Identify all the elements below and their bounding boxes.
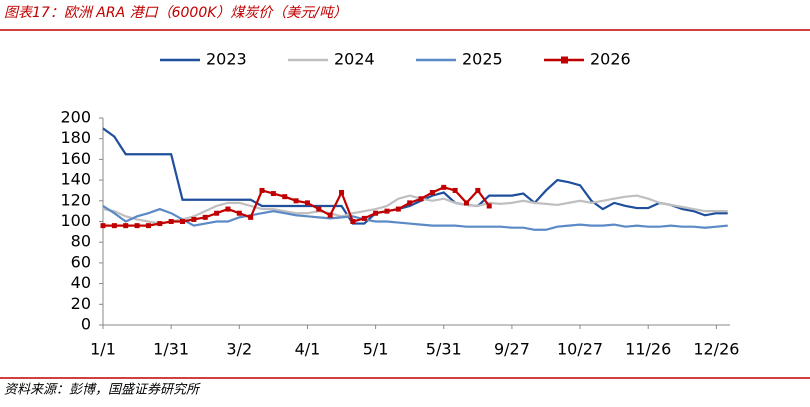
y-tick-label: 60 — [71, 252, 91, 271]
y-tick-label: 100 — [60, 211, 91, 230]
series-marker — [259, 187, 265, 193]
y-tick-label: 160 — [60, 149, 91, 168]
series-marker — [429, 190, 435, 196]
x-tick-label: 10/27 — [557, 340, 603, 359]
series-marker — [452, 187, 458, 193]
x-tick-label: 5/31 — [426, 340, 462, 359]
series-marker — [123, 223, 129, 229]
source: 资料来源：彭博，国盛证券研究所 — [4, 382, 201, 398]
y-tick-label: 140 — [60, 170, 91, 189]
x-tick-label: 11/26 — [625, 340, 671, 359]
series-marker — [248, 214, 254, 220]
series-marker — [282, 194, 288, 200]
series-marker — [407, 200, 413, 206]
y-tick-label: 40 — [71, 273, 91, 292]
x-tick-label: 1/1 — [90, 340, 116, 359]
series-marker — [225, 206, 231, 212]
series-marker — [134, 223, 140, 229]
series-marker — [441, 184, 447, 190]
series-marker — [350, 219, 356, 224]
x-tick-label: 4/1 — [295, 340, 321, 359]
y-tick-label: 20 — [71, 294, 91, 313]
series-line — [102, 205, 728, 231]
series-marker — [304, 200, 310, 206]
y-tick-label: 180 — [60, 128, 91, 147]
series-marker — [373, 210, 379, 216]
x-tick-label: 9/27 — [494, 340, 530, 359]
series-marker — [395, 206, 401, 212]
chart-title: 图表17：欧洲 ARA 港口（6000K）煤炭价（美元/吨） — [4, 5, 347, 21]
legend-label: 2023 — [206, 50, 247, 69]
series-marker — [168, 219, 174, 224]
series-marker — [157, 221, 163, 227]
y-tick-label: 120 — [60, 190, 91, 209]
series-line — [102, 127, 728, 225]
series-marker — [486, 203, 492, 209]
series-marker — [214, 210, 220, 216]
x-tick-label: 12/26 — [693, 340, 739, 359]
series-marker — [191, 216, 197, 222]
legend-marker — [561, 56, 568, 64]
series-marker — [316, 206, 322, 212]
series-marker — [418, 196, 424, 202]
series-marker — [111, 223, 117, 229]
legend-label: 2025 — [462, 50, 503, 69]
x-tick-label: 1/31 — [153, 340, 189, 359]
x-tick-label: 5/1 — [363, 340, 389, 359]
y-tick-label: 80 — [71, 232, 91, 251]
series-line — [102, 194, 728, 225]
series-marker — [361, 215, 367, 221]
series-marker — [463, 200, 469, 206]
series-marker — [327, 212, 333, 218]
legend-label: 2026 — [590, 50, 631, 69]
series-marker — [384, 208, 390, 214]
series-marker — [202, 214, 208, 220]
series-marker — [270, 191, 276, 197]
series-marker — [145, 223, 151, 229]
series-marker — [293, 198, 299, 204]
series-marker — [475, 187, 481, 193]
x-tick-label: 3/2 — [226, 340, 252, 359]
series-marker — [236, 210, 242, 216]
series-marker — [339, 190, 345, 196]
y-tick-label: 200 — [60, 108, 91, 127]
series-marker — [180, 219, 186, 224]
y-tick-label: 0 — [81, 315, 91, 334]
series-marker — [100, 223, 106, 229]
legend-label: 2024 — [334, 50, 375, 69]
